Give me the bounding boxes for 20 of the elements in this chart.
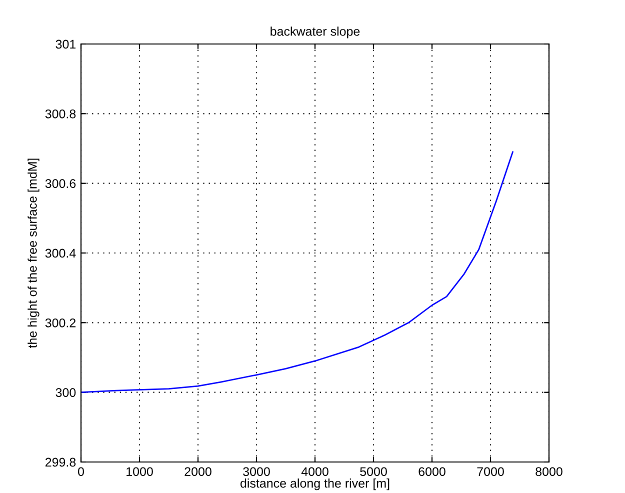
y-tick-label: 300.6: [45, 179, 76, 188]
x-tick-label: 4000: [301, 467, 328, 476]
x-axis-title: distance along the river [m]: [240, 478, 390, 490]
x-tick-label: 5000: [360, 467, 387, 476]
x-tick-label: 1000: [126, 467, 153, 476]
x-tick-label: 3000: [243, 467, 270, 476]
x-tick-label: 0: [78, 467, 84, 476]
x-tick-label: 8000: [536, 467, 562, 476]
y-axis-title: the hight of the free surface [mdM]: [28, 158, 40, 348]
x-tick-label: 6000: [418, 467, 446, 476]
y-tick-label: 299.8: [45, 458, 76, 467]
line-series: [81, 151, 514, 394]
y-tick-label: 300: [56, 388, 76, 397]
y-tick-label: 301: [56, 40, 76, 49]
y-tick-label: 300.2: [45, 318, 76, 328]
y-tick-label: 300.4: [45, 248, 76, 258]
y-tick-label: 300.8: [45, 109, 76, 118]
chart-title: backwater slope: [270, 26, 360, 38]
x-tick-label: 7000: [477, 467, 504, 476]
x-tick-label: 2000: [184, 467, 212, 476]
